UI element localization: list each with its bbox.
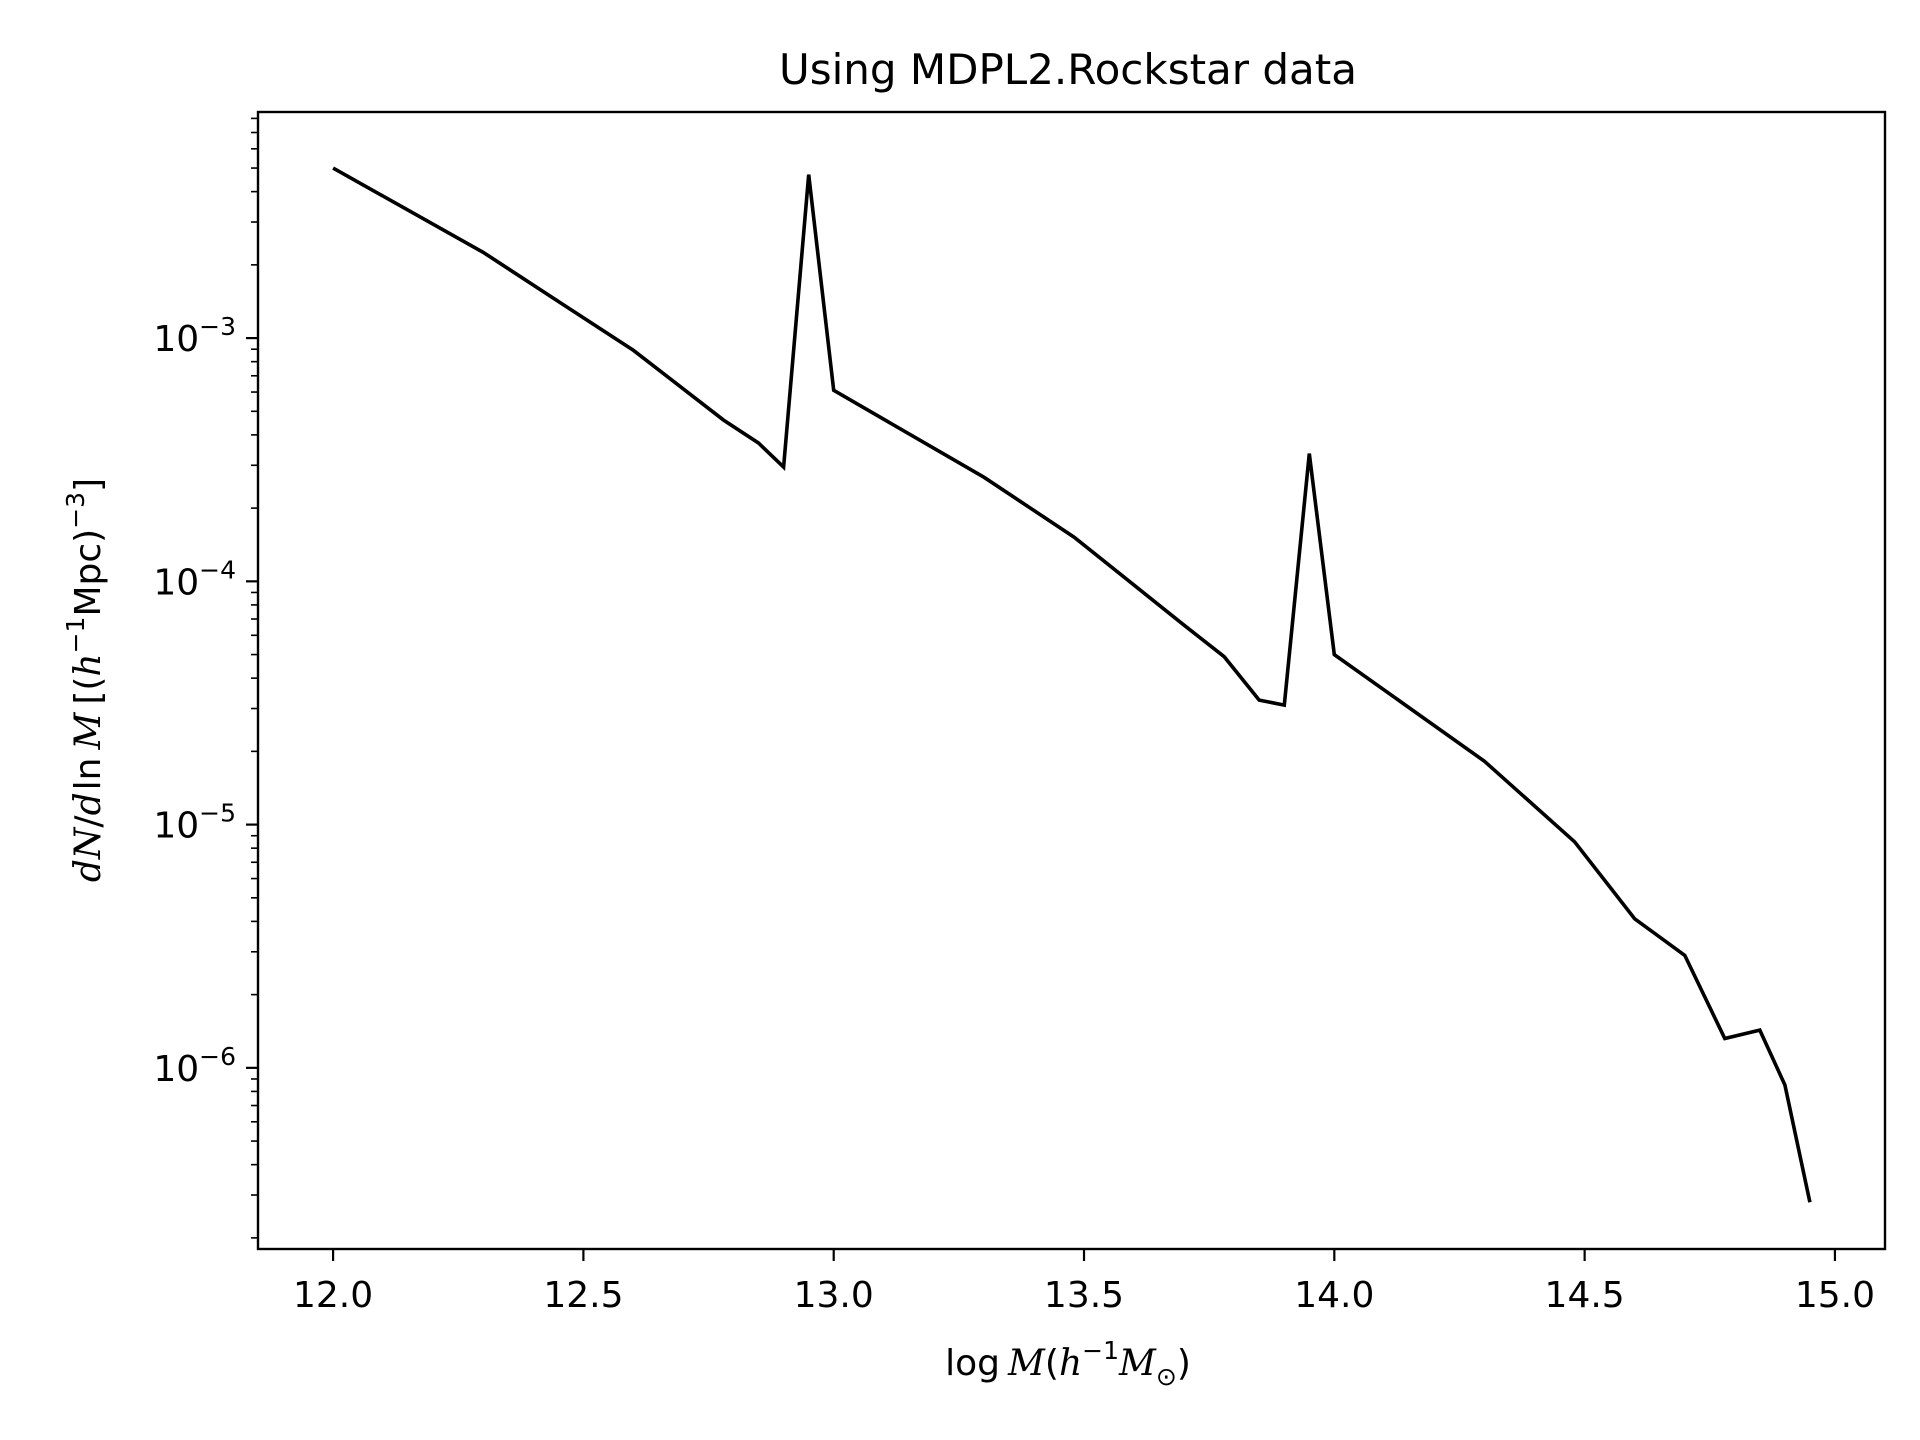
y-axis-ticks: 10−3 10−4 10−5 10−6 bbox=[153, 117, 258, 1239]
plot-frame bbox=[256, 110, 1887, 1251]
x-axis-ticks: 12.0 12.5 13.0 13.5 14.0 14.5 15.0 bbox=[293, 1249, 1875, 1316]
x-tick-label: 13.5 bbox=[1044, 1275, 1124, 1316]
x-tick-label: 14.5 bbox=[1545, 1275, 1625, 1316]
y-tick-label: 10−3 bbox=[153, 312, 236, 360]
y-tick-label: 10−4 bbox=[153, 555, 236, 603]
chart-title: Using MDPL2.Rockstar data bbox=[779, 45, 1357, 94]
y-tick-label: 10−5 bbox=[153, 799, 236, 847]
x-tick-label: 13.0 bbox=[794, 1275, 874, 1316]
x-tick-label: 15.0 bbox=[1795, 1275, 1875, 1316]
x-tick-label: 12.0 bbox=[293, 1275, 373, 1316]
series-line bbox=[332, 166, 1812, 1203]
y-axis-label: dN/dlnM[(h−1Mpc)−3] bbox=[61, 478, 109, 882]
x-tick-label: 12.5 bbox=[543, 1275, 623, 1316]
y-tick-label: 10−6 bbox=[153, 1042, 236, 1090]
x-tick-label: 14.0 bbox=[1294, 1275, 1374, 1316]
x-axis-label: log M(h−1M⊙) bbox=[945, 1336, 1191, 1391]
